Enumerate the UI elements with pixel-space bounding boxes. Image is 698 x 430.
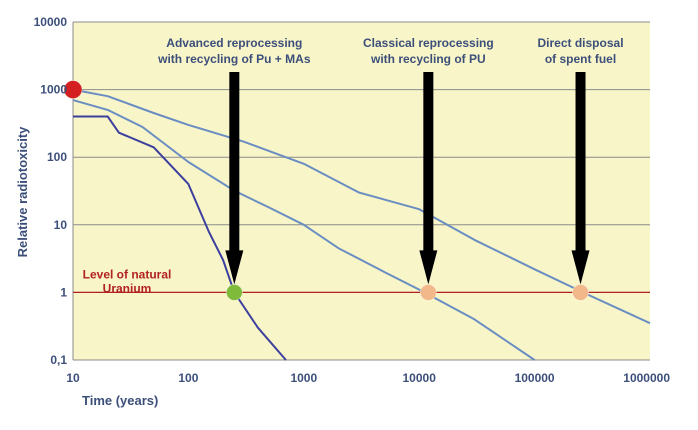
x-tick-label-4: 100000 (515, 371, 555, 385)
arrow-layer: Advanced reprocessing with recycling of P… (157, 36, 624, 285)
series-line-2 (73, 115, 287, 361)
marker-layer (63, 80, 589, 301)
y-tick-label-2: 100 (47, 150, 67, 164)
y-tick-label-1: 1000 (40, 83, 67, 97)
x-tick-label-0: 10 (66, 371, 80, 385)
x-tick-label-5: 1000000 (623, 371, 670, 385)
direct-uranium-crossing-marker (572, 284, 589, 301)
x-tick-label-2: 1000 (290, 371, 317, 385)
arrow-head-2 (571, 250, 590, 285)
series-line-0 (72, 88, 651, 325)
uranium-level-label-line-1: Uranium (103, 281, 152, 295)
arrow-head-0 (225, 250, 244, 285)
arrow-label-0: Advanced reprocessing with recycling of P… (157, 36, 311, 66)
start-marker (63, 80, 83, 99)
arrow-shaft-2 (575, 72, 586, 253)
uranium-level-label-line-0: Level of natural (83, 267, 172, 281)
y-tick-label-0: 10000 (34, 15, 68, 29)
arrow-label-1-line-0: Classical reprocessing (363, 36, 494, 50)
arrow-head-1 (419, 250, 438, 285)
uranium-level-label: Level of natural Uranium (83, 267, 172, 295)
grid-layer (72, 21, 650, 361)
y-axis-label: Relative radiotoxicity (15, 126, 30, 258)
y-tick-label-3: 10 (54, 218, 68, 232)
classical-uranium-crossing-marker (420, 284, 437, 301)
tick-label-layer: 10000 1000 100 10 1 0,1 10 100 1000 10000 100000 10… (34, 15, 671, 385)
arrow-shaft-1 (423, 72, 434, 253)
x-tick-label-3: 10000 (403, 371, 437, 385)
arrow-label-1: Classical reprocessing with recycling of … (363, 36, 494, 66)
x-tick-label-1: 100 (178, 371, 198, 385)
arrow-label-1-line-1: with recycling of PU (370, 52, 486, 66)
advanced-uranium-crossing-marker (226, 284, 243, 301)
arrow-shaft-0 (229, 72, 240, 253)
arrow-label-0-line-1: with recycling of Pu + MAs (157, 52, 311, 66)
arrow-label-2-line-1: of spent fuel (545, 52, 616, 66)
arrow-label-2: Direct disposal of spent fuel (538, 36, 624, 66)
y-tick-label-5: 0,1 (50, 353, 67, 367)
arrow-label-0-line-0: Advanced reprocessing (166, 36, 302, 50)
uranium-level-layer: Level of natural Uranium (73, 267, 650, 295)
x-axis-label: Time (years) (82, 393, 158, 408)
arrow-label-2-line-0: Direct disposal (538, 36, 624, 50)
y-tick-label-4: 1 (60, 285, 67, 299)
plot-area-background (73, 22, 650, 360)
